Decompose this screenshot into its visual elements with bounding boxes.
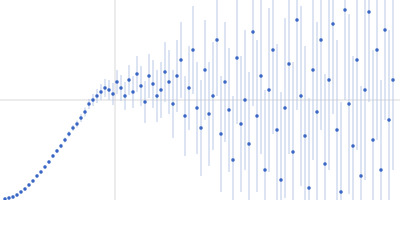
data-point	[247, 142, 251, 146]
data-point	[43, 165, 47, 169]
data-point	[199, 126, 203, 130]
data-point	[39, 170, 43, 174]
data-point	[287, 62, 291, 66]
data-point	[151, 82, 155, 86]
data-point	[307, 186, 311, 190]
data-point	[311, 68, 315, 72]
data-point	[275, 128, 279, 132]
data-point	[51, 154, 55, 158]
data-point	[323, 162, 327, 166]
data-point	[83, 110, 87, 114]
data-point	[55, 149, 59, 153]
data-point	[187, 86, 191, 90]
data-point	[347, 102, 351, 106]
data-point	[219, 132, 223, 136]
data-point	[335, 128, 339, 132]
data-point	[179, 58, 183, 62]
data-point	[27, 183, 31, 187]
data-point	[75, 122, 79, 126]
data-point	[67, 132, 71, 136]
data-point	[367, 10, 371, 14]
data-point	[355, 58, 359, 62]
data-point	[299, 94, 303, 98]
data-point	[255, 114, 259, 118]
data-point	[163, 70, 167, 74]
data-point	[87, 102, 91, 106]
data-point	[375, 48, 379, 52]
data-point	[283, 106, 287, 110]
data-point	[171, 102, 175, 106]
data-point	[215, 38, 219, 42]
data-point	[95, 94, 99, 98]
data-point	[31, 179, 35, 183]
data-point	[359, 174, 363, 178]
data-point	[19, 190, 23, 194]
data-point	[371, 138, 375, 142]
data-point	[271, 48, 275, 52]
data-point	[139, 84, 143, 88]
data-point	[131, 90, 135, 94]
data-point	[343, 8, 347, 12]
data-point	[47, 160, 51, 164]
data-point	[331, 22, 335, 26]
data-point	[195, 106, 199, 110]
data-point	[351, 144, 355, 148]
data-point	[251, 30, 255, 34]
data-point	[3, 197, 7, 200]
data-point	[263, 168, 267, 172]
data-point	[23, 187, 27, 191]
data-point	[227, 108, 231, 112]
chart	[0, 0, 400, 200]
data-point	[115, 80, 119, 84]
data-point	[203, 68, 207, 72]
data-point	[159, 88, 163, 92]
data-point	[11, 195, 15, 199]
data-point	[107, 88, 111, 92]
data-point	[239, 122, 243, 126]
data-point	[231, 158, 235, 162]
data-point	[259, 74, 263, 78]
data-point	[7, 196, 11, 200]
data-point	[211, 94, 215, 98]
data-point	[127, 78, 131, 82]
data-point	[223, 80, 227, 84]
data-point	[15, 193, 19, 197]
data-point	[111, 92, 115, 96]
data-point	[147, 74, 151, 78]
data-point	[339, 190, 343, 194]
data-point	[319, 38, 323, 42]
data-point	[91, 98, 95, 102]
data-point	[79, 116, 83, 120]
data-point	[143, 100, 147, 104]
data-point	[123, 94, 127, 98]
data-point	[63, 138, 67, 142]
data-point	[71, 126, 75, 130]
data-point	[243, 98, 247, 102]
data-point	[383, 28, 387, 32]
data-point	[315, 110, 319, 114]
data-point	[207, 112, 211, 116]
data-point	[119, 86, 123, 90]
data-point	[291, 150, 295, 154]
data-point	[99, 90, 103, 94]
data-point	[175, 74, 179, 78]
data-point	[235, 56, 239, 60]
data-point	[391, 78, 395, 82]
data-point	[279, 178, 283, 182]
data-point	[303, 134, 307, 138]
data-point	[379, 168, 383, 172]
data-point	[327, 78, 331, 82]
data-point	[155, 94, 159, 98]
data-point	[103, 86, 107, 90]
data-point	[295, 18, 299, 22]
data-point	[363, 88, 367, 92]
data-point	[191, 48, 195, 52]
data-point	[135, 72, 139, 76]
data-point	[387, 118, 391, 122]
data-point	[167, 80, 171, 84]
data-point	[35, 174, 39, 178]
data-point	[183, 114, 187, 118]
data-point	[267, 88, 271, 92]
data-point	[59, 144, 63, 148]
